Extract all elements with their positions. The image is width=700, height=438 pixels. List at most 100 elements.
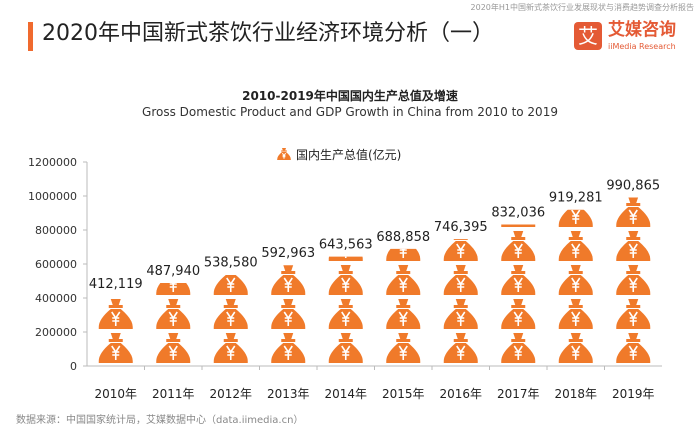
money-bag-icon (386, 333, 421, 363)
money-bag-icon (616, 231, 651, 261)
chart-subtitle: Gross Domestic Product and GDP Growth in… (142, 105, 558, 119)
money-bag-icon (156, 333, 191, 363)
yen-sign (399, 248, 407, 258)
yen-sign (513, 277, 523, 292)
yen-sign (628, 345, 638, 360)
y-tick-label: 0 (70, 360, 77, 373)
x-tick-label: 2019年 (612, 387, 655, 401)
money-bag-icon (616, 333, 651, 363)
money-bag-icon (443, 239, 478, 261)
money-bag-icon (443, 265, 478, 295)
bar (616, 197, 651, 363)
money-bag-icon (443, 333, 478, 363)
money-bag-icon (328, 256, 363, 261)
bar (156, 283, 191, 363)
legend-money-bag-icon (277, 148, 291, 160)
bar (443, 239, 478, 363)
yen-sign (341, 277, 351, 292)
y-tick-label: 1000000 (28, 190, 77, 203)
x-tick-label: 2015年 (382, 387, 425, 401)
report-name: 2020年H1中国新式茶饮行业发展现状与消费趋势调查分析报告 (470, 3, 694, 12)
yen-sign (226, 277, 236, 292)
yen-sign (513, 311, 523, 326)
money-bag-icon (156, 283, 191, 295)
money-bag-icon (443, 299, 478, 329)
money-bag-icon (328, 265, 363, 295)
yen-sign (169, 283, 177, 292)
money-bag-icon (616, 299, 651, 329)
yen-sign (456, 311, 466, 326)
chart-title: 2010-2019年中国国内生产总值及增速 (242, 89, 458, 103)
yen-sign (341, 345, 351, 360)
yen-sign (571, 311, 581, 326)
data-label: 990,865 (606, 179, 660, 194)
data-label: 487,940 (146, 264, 200, 279)
x-tick-label: 2013年 (267, 387, 310, 401)
yen-sign (283, 311, 293, 326)
money-bag-icon (213, 333, 248, 363)
yen-sign (456, 345, 466, 360)
yen-sign (283, 277, 293, 292)
money-bag-icon (156, 299, 191, 329)
yen-sign (281, 152, 287, 159)
yen-sign (513, 345, 523, 360)
money-bag-icon (501, 231, 536, 261)
yen-sign (111, 311, 121, 326)
yen-sign (283, 345, 293, 360)
x-tick-label: 2014年 (324, 387, 367, 401)
money-bag-icon (98, 299, 133, 329)
money-bag-icon (271, 265, 306, 295)
y-tick-label: 1200000 (28, 156, 77, 169)
x-tick-label: 2010年 (94, 387, 137, 401)
money-bag-icon (616, 265, 651, 295)
logo-icon: 艾 (574, 22, 602, 50)
yen-sign (456, 277, 466, 292)
logo-subtext: iiMedia Research (608, 42, 676, 51)
yen-sign (341, 311, 351, 326)
yen-sign (168, 345, 178, 360)
legend-label: 国内生产总值(亿元) (296, 147, 401, 162)
x-tick-label: 2011年 (152, 387, 195, 401)
yen-sign (571, 209, 581, 224)
money-bag-icon (386, 265, 421, 295)
money-bag-icon (328, 299, 363, 329)
money-bag-icon (501, 265, 536, 295)
bar (386, 248, 421, 363)
money-bag-icon (213, 299, 248, 329)
data-label: 412,119 (89, 277, 143, 292)
money-bag-icon (328, 333, 363, 363)
y-tick-label: 200000 (35, 326, 77, 339)
yen-sign (111, 345, 121, 360)
yen-sign (571, 243, 581, 258)
x-tick-label: 2012年 (209, 387, 252, 401)
logo-text: 艾媒咨询 (608, 20, 676, 40)
money-bag-icon (386, 299, 421, 329)
money-bag-icon (271, 299, 306, 329)
yen-sign (456, 243, 466, 258)
x-tick-label: 2018年 (554, 387, 597, 401)
yen-sign (571, 277, 581, 292)
bar (98, 299, 133, 363)
yen-sign (571, 345, 581, 360)
bar (558, 209, 593, 363)
data-label: 832,036 (491, 206, 545, 221)
yen-sign (168, 311, 178, 326)
yen-sign (398, 345, 408, 360)
data-label: 592,963 (261, 246, 315, 261)
yen-sign (226, 311, 236, 326)
data-label: 688,858 (376, 230, 430, 245)
money-bag-icon (271, 333, 306, 363)
y-tick-label: 600000 (35, 258, 77, 271)
money-bag-icon (558, 231, 593, 261)
page-title: 2020年中国新式茶饮行业经济环境分析（一） (42, 21, 494, 46)
money-bag-icon (616, 197, 651, 227)
title-accent (28, 22, 33, 51)
bar (213, 275, 248, 363)
money-bag-icon (558, 299, 593, 329)
money-bag-icon (501, 224, 536, 227)
money-bag-icon (213, 275, 248, 295)
data-label: 919,281 (549, 191, 603, 206)
data-label: 643,563 (319, 238, 373, 253)
